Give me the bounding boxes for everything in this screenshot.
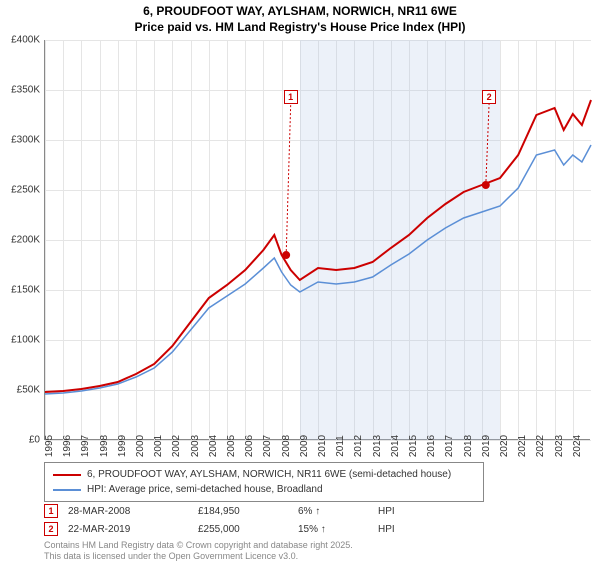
- x-tick-label: 2021: [517, 435, 528, 457]
- x-tick-label: 2019: [481, 435, 492, 457]
- marker-box-2: 2: [44, 522, 58, 536]
- x-tick-label: 2012: [353, 435, 364, 457]
- cell-pct: 6% ↑: [298, 506, 378, 517]
- cell-hpi: HPI: [378, 524, 418, 535]
- cell-date: 22-MAR-2019: [68, 524, 198, 535]
- line-svg: [45, 40, 591, 440]
- legend-row-2: HPI: Average price, semi-detached house,…: [53, 482, 475, 497]
- x-tick-label: 2004: [208, 435, 219, 457]
- x-tick-label: 2013: [372, 435, 383, 457]
- y-tick-label: £350K: [0, 85, 40, 96]
- legend-label-1: 6, PROUDFOOT WAY, AYLSHAM, NORWICH, NR11…: [87, 467, 451, 482]
- legend-swatch-2: [53, 489, 81, 491]
- x-tick-label: 2022: [535, 435, 546, 457]
- x-tick-label: 2018: [463, 435, 474, 457]
- x-tick-label: 1995: [44, 435, 55, 457]
- x-tick-label: 1999: [117, 435, 128, 457]
- marker-label-1: 1: [284, 90, 298, 104]
- x-tick-label: 2024: [572, 435, 583, 457]
- x-tick-label: 2023: [554, 435, 565, 457]
- y-tick-label: £250K: [0, 185, 40, 196]
- x-tick-label: 1998: [99, 435, 110, 457]
- cell-date: 28-MAR-2008: [68, 506, 198, 517]
- x-tick-label: 2017: [444, 435, 455, 457]
- table-row: 1 28-MAR-2008 £184,950 6% ↑ HPI: [44, 502, 590, 520]
- marker-label-2: 2: [482, 90, 496, 104]
- y-tick-label: £0: [0, 435, 40, 446]
- title-block: 6, PROUDFOOT WAY, AYLSHAM, NORWICH, NR11…: [0, 0, 600, 37]
- cell-hpi: HPI: [378, 506, 418, 517]
- x-tick-label: 2011: [335, 435, 346, 457]
- x-tick-label: 2001: [153, 435, 164, 457]
- chart-area: 12: [44, 40, 590, 440]
- x-tick-label: 2000: [135, 435, 146, 457]
- x-tick-label: 2010: [317, 435, 328, 457]
- y-tick-label: £300K: [0, 135, 40, 146]
- y-tick-label: £100K: [0, 335, 40, 346]
- series-hpi: [45, 145, 591, 394]
- legend-label-2: HPI: Average price, semi-detached house,…: [87, 482, 323, 497]
- plot: 12: [44, 40, 590, 440]
- y-tick-label: £400K: [0, 35, 40, 46]
- table-row: 2 22-MAR-2019 £255,000 15% ↑ HPI: [44, 520, 590, 538]
- series-price_paid: [45, 100, 591, 392]
- footnote-line-1: Contains HM Land Registry data © Crown c…: [44, 540, 353, 551]
- cell-pct: 15% ↑: [298, 524, 378, 535]
- chart-container: 6, PROUDFOOT WAY, AYLSHAM, NORWICH, NR11…: [0, 0, 600, 560]
- x-tick-label: 2016: [426, 435, 437, 457]
- x-tick-label: 1997: [80, 435, 91, 457]
- x-tick-label: 2014: [390, 435, 401, 457]
- legend-swatch-1: [53, 474, 81, 476]
- cell-price: £184,950: [198, 506, 298, 517]
- x-tick-label: 2020: [499, 435, 510, 457]
- x-tick-label: 2006: [244, 435, 255, 457]
- x-tick-label: 2005: [226, 435, 237, 457]
- y-tick-label: £200K: [0, 235, 40, 246]
- title-line-1: 6, PROUDFOOT WAY, AYLSHAM, NORWICH, NR11…: [0, 4, 600, 20]
- sale-table: 1 28-MAR-2008 £184,950 6% ↑ HPI 2 22-MAR…: [44, 502, 590, 538]
- x-tick-label: 2007: [262, 435, 273, 457]
- footnote: Contains HM Land Registry data © Crown c…: [44, 540, 353, 562]
- x-tick-label: 2002: [171, 435, 182, 457]
- x-tick-label: 2008: [281, 435, 292, 457]
- x-tick-label: 2015: [408, 435, 419, 457]
- y-tick-label: £50K: [0, 385, 40, 396]
- x-tick-label: 2009: [299, 435, 310, 457]
- x-tick-label: 2003: [190, 435, 201, 457]
- marker-box-1: 1: [44, 504, 58, 518]
- cell-price: £255,000: [198, 524, 298, 535]
- x-tick-label: 1996: [62, 435, 73, 457]
- y-tick-label: £150K: [0, 285, 40, 296]
- legend-row-1: 6, PROUDFOOT WAY, AYLSHAM, NORWICH, NR11…: [53, 467, 475, 482]
- legend: 6, PROUDFOOT WAY, AYLSHAM, NORWICH, NR11…: [44, 462, 484, 502]
- title-line-2: Price paid vs. HM Land Registry's House …: [0, 20, 600, 36]
